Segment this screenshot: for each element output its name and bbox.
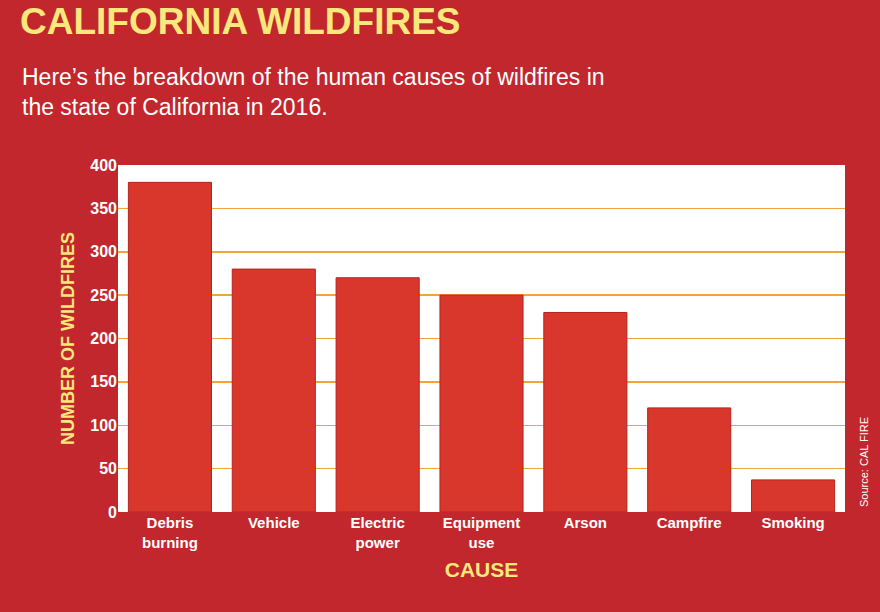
svg-text:300: 300 xyxy=(90,243,117,260)
svg-text:400: 400 xyxy=(90,157,117,174)
svg-text:Source: CAL FIRE: Source: CAL FIRE xyxy=(858,417,870,507)
svg-text:Here’s the breakdown of the hu: Here’s the breakdown of the human causes… xyxy=(22,64,605,120)
svg-text:Debrisburning: Debrisburning xyxy=(142,514,198,551)
svg-text:0: 0 xyxy=(108,504,117,521)
svg-text:Equipmentuse: Equipmentuse xyxy=(443,514,521,551)
svg-text:Smoking: Smoking xyxy=(761,514,824,531)
svg-text:350: 350 xyxy=(90,200,117,217)
svg-text:Campfire: Campfire xyxy=(657,514,722,531)
svg-text:CALIFORNIA WILDFIRES: CALIFORNIA WILDFIRES xyxy=(20,1,461,42)
svg-text:200: 200 xyxy=(90,330,117,347)
svg-text:50: 50 xyxy=(99,460,117,477)
svg-text:100: 100 xyxy=(90,417,117,434)
svg-text:Electricpower: Electricpower xyxy=(351,514,405,551)
svg-text:250: 250 xyxy=(90,287,117,304)
svg-text:Arson: Arson xyxy=(564,514,607,531)
svg-text:Vehicle: Vehicle xyxy=(248,514,300,531)
svg-text:150: 150 xyxy=(90,373,117,390)
svg-text:NUMBER OF WILDFIRES: NUMBER OF WILDFIRES xyxy=(58,232,78,445)
svg-text:CAUSE: CAUSE xyxy=(445,558,519,581)
